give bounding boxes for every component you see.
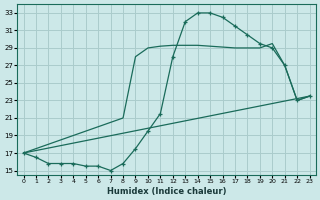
X-axis label: Humidex (Indice chaleur): Humidex (Indice chaleur) [107,187,226,196]
